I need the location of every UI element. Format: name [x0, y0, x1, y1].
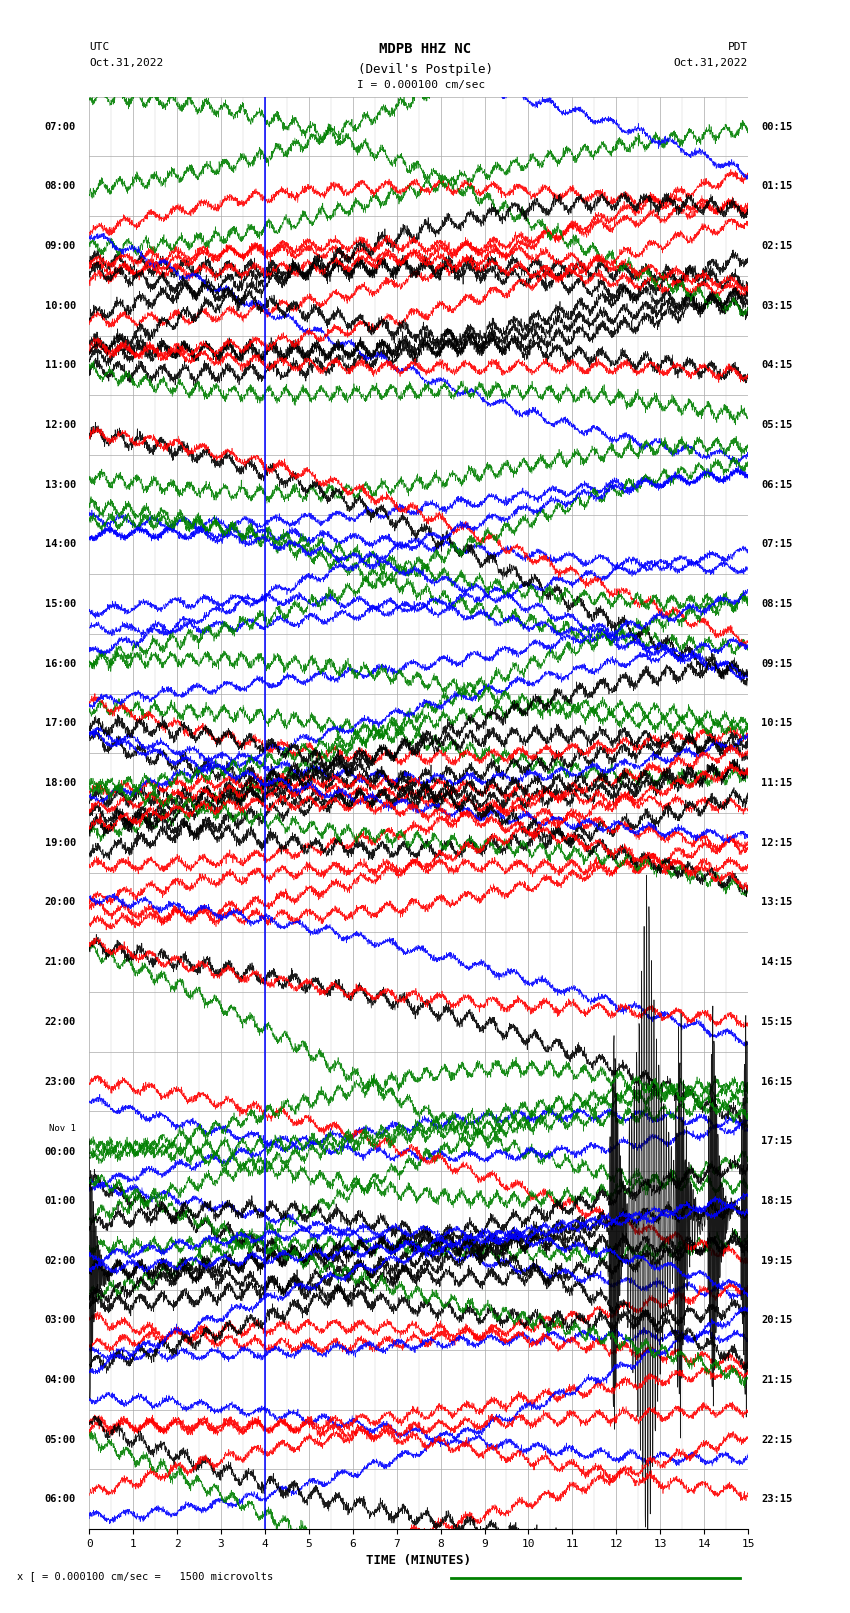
Text: 06:15: 06:15 — [761, 479, 792, 490]
Text: 19:00: 19:00 — [45, 837, 76, 848]
Text: 02:15: 02:15 — [761, 240, 792, 252]
Text: 10:00: 10:00 — [45, 300, 76, 311]
Text: 21:15: 21:15 — [761, 1374, 792, 1386]
Text: 17:15: 17:15 — [761, 1136, 792, 1147]
Text: Nov 1: Nov 1 — [49, 1124, 76, 1132]
Text: 00:00: 00:00 — [45, 1147, 76, 1157]
Text: MDPB HHZ NC: MDPB HHZ NC — [379, 42, 471, 56]
Text: 20:15: 20:15 — [761, 1315, 792, 1326]
Text: 03:15: 03:15 — [761, 300, 792, 311]
Text: 11:15: 11:15 — [761, 777, 792, 789]
Text: Oct.31,2022: Oct.31,2022 — [89, 58, 163, 68]
X-axis label: TIME (MINUTES): TIME (MINUTES) — [366, 1555, 471, 1568]
Text: 18:15: 18:15 — [761, 1195, 792, 1207]
Text: 08:15: 08:15 — [761, 598, 792, 610]
Text: 23:00: 23:00 — [45, 1076, 76, 1087]
Text: 15:15: 15:15 — [761, 1016, 792, 1027]
Text: 21:00: 21:00 — [45, 957, 76, 968]
Text: x [ = 0.000100 cm/sec =   1500 microvolts: x [ = 0.000100 cm/sec = 1500 microvolts — [17, 1571, 273, 1581]
Text: 01:00: 01:00 — [45, 1195, 76, 1207]
Text: 10:15: 10:15 — [761, 718, 792, 729]
Text: 04:00: 04:00 — [45, 1374, 76, 1386]
Text: (Devil's Postpile): (Devil's Postpile) — [358, 63, 492, 76]
Text: 13:00: 13:00 — [45, 479, 76, 490]
Text: 14:15: 14:15 — [761, 957, 792, 968]
Text: 07:00: 07:00 — [45, 121, 76, 132]
Text: 22:00: 22:00 — [45, 1016, 76, 1027]
Text: 16:15: 16:15 — [761, 1076, 792, 1087]
Text: 09:00: 09:00 — [45, 240, 76, 252]
Text: 05:00: 05:00 — [45, 1434, 76, 1445]
Text: 11:00: 11:00 — [45, 360, 76, 371]
Text: 09:15: 09:15 — [761, 658, 792, 669]
Text: I = 0.000100 cm/sec: I = 0.000100 cm/sec — [357, 81, 484, 90]
Text: 16:00: 16:00 — [45, 658, 76, 669]
Text: 07:15: 07:15 — [761, 539, 792, 550]
Text: 05:15: 05:15 — [761, 419, 792, 431]
Text: 18:00: 18:00 — [45, 777, 76, 789]
Text: 02:00: 02:00 — [45, 1255, 76, 1266]
Text: 23:15: 23:15 — [761, 1494, 792, 1505]
Text: 04:15: 04:15 — [761, 360, 792, 371]
Text: 20:00: 20:00 — [45, 897, 76, 908]
Text: 03:00: 03:00 — [45, 1315, 76, 1326]
Text: 13:15: 13:15 — [761, 897, 792, 908]
Text: PDT: PDT — [728, 42, 748, 52]
Text: 12:00: 12:00 — [45, 419, 76, 431]
Text: 17:00: 17:00 — [45, 718, 76, 729]
Text: 14:00: 14:00 — [45, 539, 76, 550]
Text: 01:15: 01:15 — [761, 181, 792, 192]
Text: 00:15: 00:15 — [761, 121, 792, 132]
Text: 15:00: 15:00 — [45, 598, 76, 610]
Text: 08:00: 08:00 — [45, 181, 76, 192]
Text: 19:15: 19:15 — [761, 1255, 792, 1266]
Text: 22:15: 22:15 — [761, 1434, 792, 1445]
Text: UTC: UTC — [89, 42, 110, 52]
Text: 12:15: 12:15 — [761, 837, 792, 848]
Text: Oct.31,2022: Oct.31,2022 — [674, 58, 748, 68]
Text: 06:00: 06:00 — [45, 1494, 76, 1505]
